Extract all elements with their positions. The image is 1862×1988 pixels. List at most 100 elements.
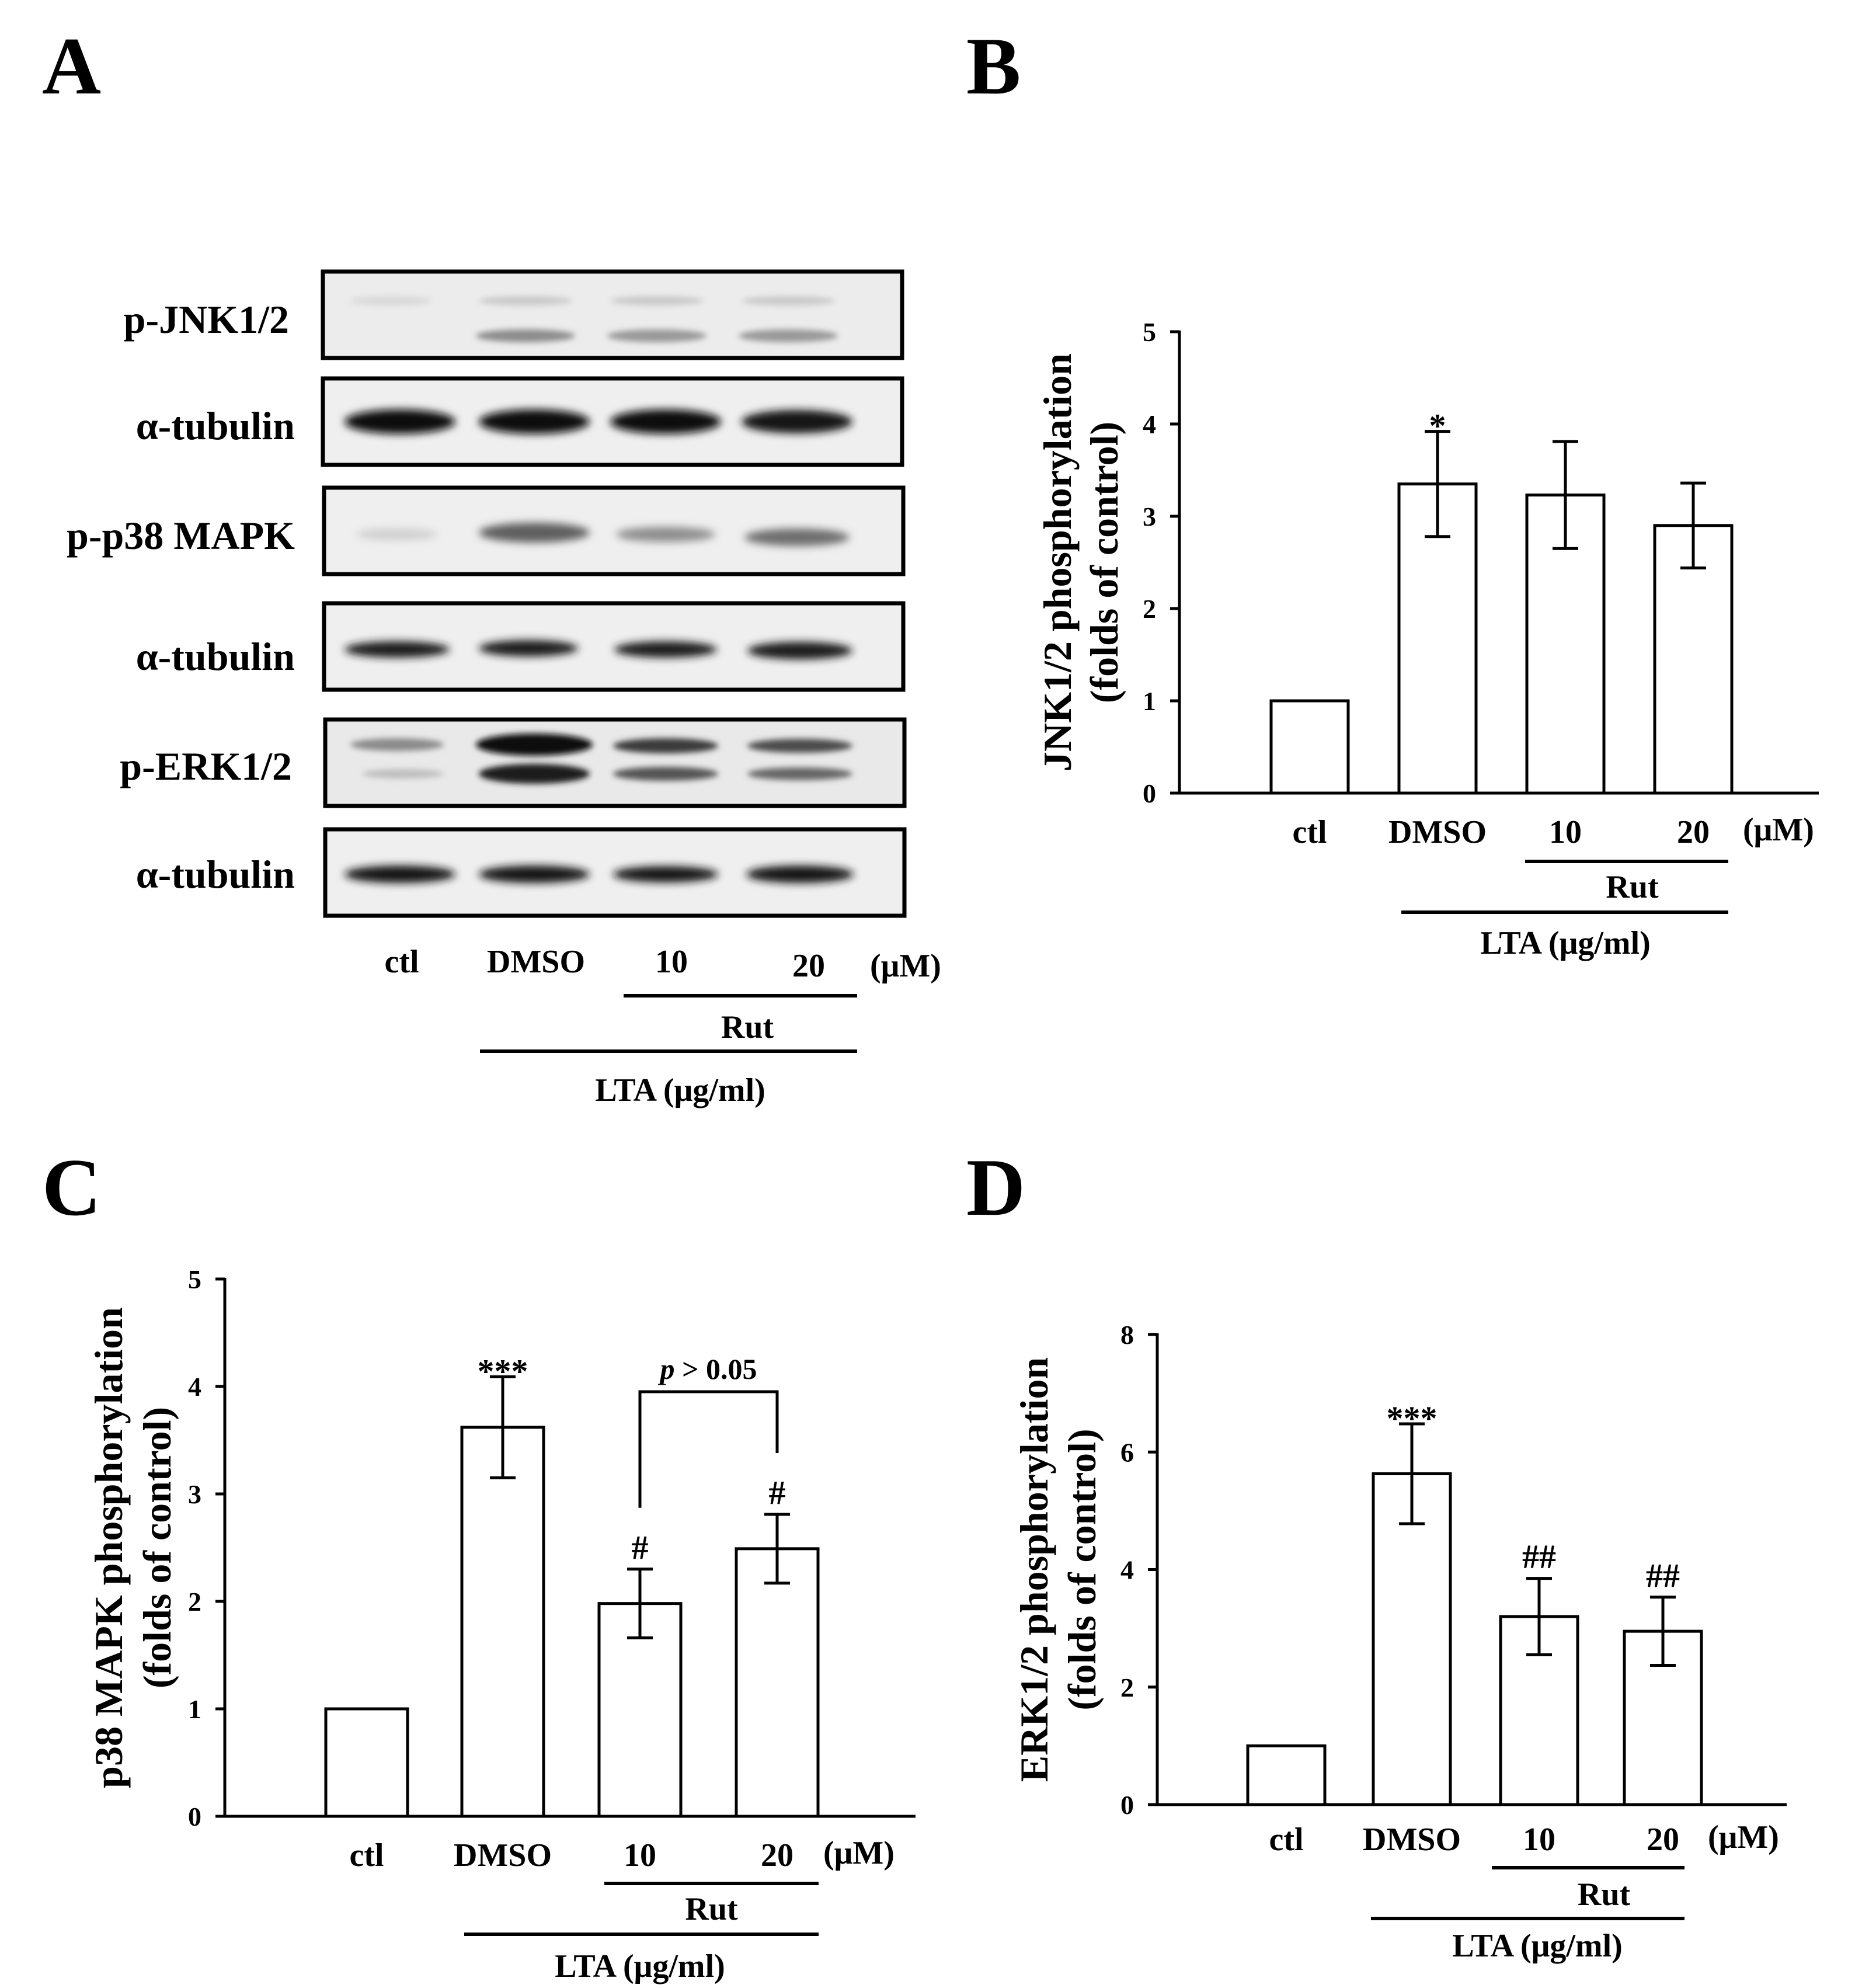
band <box>742 410 852 433</box>
y-tick-label: 1 <box>1143 686 1156 716</box>
band <box>747 739 852 753</box>
x-tick-label: DMSO <box>454 1837 552 1874</box>
panel-letter-d: D <box>966 1142 1025 1233</box>
significance-mark: ## <box>1646 1556 1680 1594</box>
bar-ctl <box>324 1707 409 1818</box>
blot-label-p-p38: p-p38 MAPK <box>67 513 295 558</box>
y-tick-label: 3 <box>1143 502 1156 531</box>
panel-letter-a: A <box>42 21 101 112</box>
band <box>356 529 438 540</box>
blot-lane-10: 10 <box>655 944 688 980</box>
y-axis-label: ERK1/2 phosphorylation <box>1012 1357 1056 1782</box>
x-tick-label: 20 <box>1677 814 1710 850</box>
y-tick-label: 2 <box>1143 594 1156 624</box>
blot-label-p-erk: p-ERK1/2 <box>120 744 292 788</box>
lta-label: LTA (μg/ml) <box>1480 925 1651 961</box>
x-tick-label: 10 <box>1523 1822 1555 1858</box>
bar-ctl <box>1246 1744 1327 1806</box>
y-tick-label: 8 <box>1120 1320 1134 1350</box>
chart-erk-phosphorylation: 0 2 4 6 8 ERK1/2 phosphorylation (folds of con… <box>1012 1320 1787 1964</box>
band <box>344 409 455 434</box>
y-axis-label-unit: (folds of control) <box>135 1407 179 1688</box>
lta-label: LTA (μg/ml) <box>555 1948 725 1984</box>
band <box>344 641 450 658</box>
y-axis-label-unit: (folds of control) <box>1082 422 1126 703</box>
x-tick-label: 20 <box>1647 1822 1679 1858</box>
blot-strip-p-jnk <box>321 269 904 360</box>
rut-label: Rut <box>1606 869 1659 905</box>
western-blot: p-JNK1/2 α-tubulin p-p38 MAPK <box>67 269 941 1108</box>
p-threshold: > 0.05 <box>675 1353 757 1385</box>
significance-mark: # <box>769 1473 786 1511</box>
y-tick-label: 4 <box>1120 1555 1134 1585</box>
blot-label-tubulin-3: α-tubulin <box>136 852 295 896</box>
rut-label: Rut <box>685 1891 738 1927</box>
comparison-label: p > 0.05 <box>658 1353 757 1385</box>
x-tick-label: ctl <box>1292 814 1327 850</box>
y-axis-label-unit: (folds of control) <box>1060 1429 1104 1710</box>
y-tick-label: 1 <box>188 1694 201 1724</box>
band <box>613 866 718 882</box>
band <box>739 329 838 342</box>
y-tick-label: 0 <box>188 1802 201 1831</box>
band <box>744 529 850 546</box>
x-tick-label: DMSO <box>1388 814 1487 850</box>
significance-mark: *** <box>478 1352 528 1390</box>
chart-jnk-phosphorylation: 0 1 2 3 4 5 JNK1/2 phosphorylation (folds of co… <box>1035 317 1819 961</box>
y-tick-label: 0 <box>1120 1790 1134 1820</box>
blot-label-tubulin-1: α-tubulin <box>136 404 295 448</box>
band <box>350 296 432 305</box>
band <box>613 738 718 753</box>
blot-unit: (μM) <box>870 948 941 984</box>
bar-10 <box>1525 493 1606 795</box>
lta-label: LTA (μg/ml) <box>1452 1928 1623 1964</box>
x-unit-label: (μM) <box>1708 1819 1779 1855</box>
x-tick-label: ctl <box>1269 1822 1303 1858</box>
y-tick-label: 5 <box>188 1264 201 1294</box>
y-tick-label: 0 <box>1143 778 1156 808</box>
band <box>742 296 835 305</box>
x-unit-label: (μM) <box>823 1835 895 1871</box>
band <box>610 296 704 305</box>
band <box>344 866 455 883</box>
bar-dmso <box>460 1426 545 1818</box>
y-axis-label: JNK1/2 phosphorylation <box>1035 353 1080 771</box>
x-tick-label: DMSO <box>1363 1822 1461 1858</box>
band <box>613 767 718 781</box>
y-tick-label: 2 <box>188 1587 201 1617</box>
blot-label-tubulin-2: α-tubulin <box>136 634 295 679</box>
band <box>747 767 852 780</box>
panel-letter-b: B <box>966 21 1021 112</box>
bar-dmso <box>1372 1472 1452 1806</box>
x-tick-label: 20 <box>761 1837 793 1874</box>
comparison-bracket <box>638 1390 779 1508</box>
chart-p38-phosphorylation: 0 1 2 3 4 5 p38 MAPK phosphorylation (folds of … <box>86 1264 916 1984</box>
x-tick-label: ctl <box>349 1837 384 1874</box>
band <box>479 296 572 305</box>
y-tick-label: 3 <box>188 1479 201 1509</box>
band <box>479 523 590 543</box>
y-axis-label: p38 MAPK phosphorylation <box>86 1307 131 1788</box>
band <box>746 866 854 883</box>
band <box>610 409 721 434</box>
significance-mark: *** <box>1387 1399 1438 1437</box>
band <box>616 527 715 542</box>
band <box>479 640 578 656</box>
band <box>479 866 590 883</box>
blot-lane-ctl: ctl <box>384 944 419 980</box>
bar-ctl <box>1269 699 1350 795</box>
y-tick-label: 2 <box>1120 1673 1134 1702</box>
significance-mark: # <box>632 1528 649 1566</box>
rut-label: Rut <box>1578 1876 1631 1913</box>
y-tick-label: 4 <box>1143 409 1156 439</box>
band <box>350 738 444 751</box>
x-unit-label: (μM) <box>1743 812 1814 848</box>
panel-letter-c: C <box>42 1142 101 1233</box>
blot-rut-label: Rut <box>721 1009 774 1045</box>
x-tick-label: 10 <box>624 1837 656 1874</box>
band <box>476 734 593 756</box>
blot-lane-dmso: DMSO <box>487 944 585 980</box>
blot-lane-20: 20 <box>792 948 825 984</box>
band <box>479 764 590 784</box>
